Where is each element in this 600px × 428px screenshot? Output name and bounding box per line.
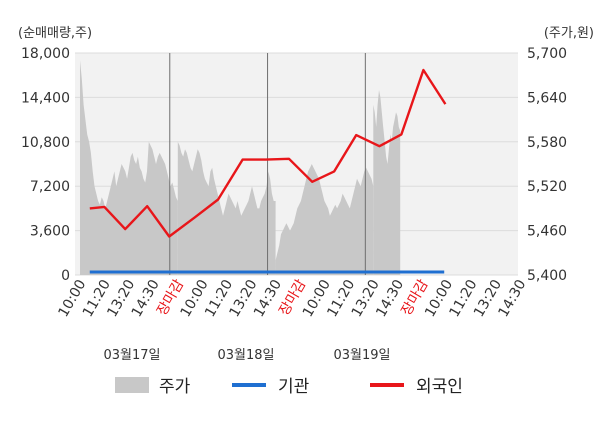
- date-labels: 03월17일 03월18일 03월19일: [103, 348, 390, 363]
- right-tick-label: 5,700: [527, 46, 567, 62]
- price-area-day-3: [275, 164, 374, 275]
- right-axis-label: (주가,원): [544, 26, 594, 41]
- right-axis-ticks: 5,700 5,640 5,580 5,520 5,460 5,400: [527, 46, 567, 284]
- right-tick-label: 5,400: [527, 268, 567, 284]
- price-area-day-4: [373, 90, 401, 275]
- foreign-line: [89, 68, 447, 238]
- left-tick-label: 0: [61, 268, 70, 284]
- legend-item-price: 주가: [115, 372, 190, 397]
- price-area-day-2: [177, 141, 276, 275]
- legend: 주가 기관 외국인: [0, 372, 600, 402]
- legend-swatch-price: [115, 376, 149, 393]
- legend-swatch-institution: [232, 382, 266, 387]
- left-tick-label: 10,800: [21, 135, 70, 151]
- left-axis-label: (순매매량,주): [18, 26, 92, 41]
- series-lines: [89, 68, 447, 274]
- right-tick-label: 5,520: [527, 179, 567, 195]
- date-label: 03월18일: [217, 348, 274, 363]
- right-tick-label: 5,460: [527, 224, 567, 240]
- day-separators: [169, 53, 366, 275]
- price-area-day-1: [80, 60, 178, 276]
- legend-item-foreign: 외국인: [370, 372, 463, 397]
- legend-label-price: 주가: [159, 377, 191, 397]
- legend-swatch-foreign: [370, 382, 404, 387]
- right-tick-label: 5,580: [527, 135, 567, 151]
- left-tick-label: 7,200: [30, 179, 70, 195]
- legend-label-institution: 기관: [278, 377, 310, 397]
- left-axis-ticks: 18,000 14,400 10,800 7,200 3,600 0: [21, 46, 70, 284]
- legend-label-foreign: 외국인: [416, 377, 463, 397]
- left-tick-label: 14,400: [21, 90, 70, 106]
- legend-item-institution: 기관: [232, 372, 309, 397]
- date-label: 03월19일: [333, 348, 390, 363]
- right-tick-label: 5,640: [527, 90, 567, 106]
- date-label: 03월17일: [103, 348, 160, 363]
- x-axis-ticks: 10:0011:2013:2014:30장마감10:0011:2013:2014…: [55, 277, 529, 320]
- left-tick-label: 3,600: [30, 224, 70, 240]
- left-tick-label: 18,000: [21, 46, 70, 62]
- price-area-layer: [80, 60, 401, 276]
